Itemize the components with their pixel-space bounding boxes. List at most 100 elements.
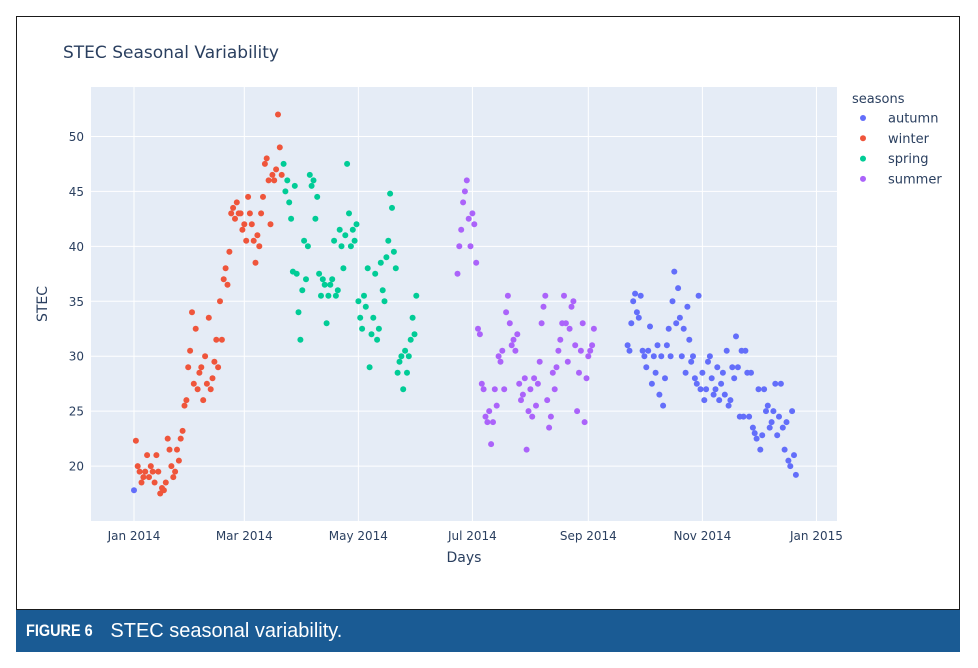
- data-point-spring: [334, 287, 341, 294]
- data-point-spring: [314, 193, 321, 200]
- data-point-autumn: [641, 353, 648, 360]
- data-point-spring: [303, 276, 309, 283]
- data-point-spring: [398, 353, 405, 360]
- data-point-summer: [495, 353, 502, 360]
- data-point-autumn: [667, 353, 674, 360]
- data-point-winter: [138, 479, 145, 486]
- data-point-summer: [568, 303, 575, 310]
- data-point-summer: [547, 413, 554, 420]
- x-tick-label: Sep 2014: [560, 529, 617, 543]
- data-point-autumn: [708, 375, 715, 382]
- data-point-summer: [534, 380, 541, 387]
- data-point-winter: [200, 397, 207, 404]
- data-point-spring: [387, 190, 394, 197]
- data-point-winter: [278, 171, 285, 178]
- data-point-autumn: [701, 397, 708, 404]
- data-point-summer: [555, 347, 562, 354]
- data-point-autumn: [742, 347, 749, 354]
- data-point-spring: [319, 276, 326, 283]
- data-point-autumn: [673, 320, 680, 327]
- data-point-spring: [312, 215, 319, 222]
- data-point-summer: [589, 342, 596, 349]
- chart-title: STEC Seasonal Variability: [63, 43, 279, 63]
- legend-label-summer: summer: [888, 172, 942, 187]
- data-point-autumn: [751, 430, 758, 437]
- data-point-winter: [220, 276, 227, 283]
- data-point-winter: [147, 463, 154, 470]
- data-point-summer: [491, 386, 498, 393]
- data-point-spring: [396, 358, 403, 365]
- data-point-spring: [381, 298, 388, 305]
- data-point-spring: [404, 369, 410, 376]
- data-point-winter: [183, 397, 190, 404]
- data-point-summer: [484, 419, 491, 426]
- data-point-autumn: [759, 432, 766, 439]
- data-point-autumn: [691, 375, 698, 382]
- data-point-winter: [260, 193, 266, 200]
- legend-marker-spring: [860, 155, 866, 162]
- data-point-winter: [174, 446, 180, 453]
- figure-label: FIGURE 6: [26, 621, 93, 640]
- data-point-autumn: [716, 397, 723, 404]
- data-point-autumn: [639, 347, 646, 354]
- data-point-winter: [256, 243, 263, 250]
- data-point-autumn: [787, 463, 794, 470]
- data-point-autumn: [714, 364, 721, 371]
- x-axis-ticks: Jan 2014 Mar 2014 May 2014 Jul 2014 Sep 2014…: [107, 529, 843, 543]
- data-point-summer: [478, 380, 485, 387]
- data-point-autumn: [680, 325, 687, 332]
- data-point-autumn: [645, 347, 652, 354]
- data-point-autumn: [772, 380, 779, 387]
- data-point-winter: [172, 468, 179, 475]
- data-point-spring: [338, 243, 345, 250]
- data-point-summer: [482, 413, 489, 420]
- x-tick-label: May 2014: [329, 529, 388, 543]
- data-point-winter: [245, 193, 252, 200]
- data-point-autumn: [746, 413, 753, 420]
- data-point-summer: [480, 386, 487, 393]
- data-point-spring: [370, 314, 377, 321]
- data-point-autumn: [632, 290, 639, 297]
- data-point-autumn: [686, 336, 693, 343]
- data-point-winter: [224, 281, 231, 288]
- scatter-chart: STEC Seasonal Variability 20 25 30 35 40 45 50…: [35, 43, 942, 566]
- data-point-spring: [413, 292, 420, 299]
- data-point-spring: [405, 353, 412, 360]
- data-point-summer: [521, 375, 528, 382]
- data-point-spring: [310, 177, 317, 184]
- data-point-summer: [508, 342, 515, 349]
- data-point-autumn: [652, 369, 659, 376]
- figure-frame: STEC Seasonal Variability 20 25 30 35 40 45 50…: [16, 16, 960, 610]
- data-point-summer: [471, 221, 478, 228]
- data-point-summer: [501, 386, 508, 393]
- data-point-autumn: [131, 487, 137, 494]
- data-point-autumn: [785, 457, 792, 464]
- data-point-spring: [344, 160, 351, 167]
- y-tick-label: 20: [69, 460, 84, 474]
- y-axis-label: STEC: [35, 286, 51, 322]
- data-point-autumn: [710, 391, 717, 398]
- data-point-winter: [168, 463, 175, 470]
- data-point-winter: [213, 336, 220, 343]
- data-point-winter: [239, 226, 246, 233]
- data-point-spring: [361, 292, 367, 299]
- data-point-summer: [490, 419, 496, 426]
- data-point-spring: [284, 177, 291, 184]
- data-point-summer: [529, 413, 536, 420]
- data-point-winter: [140, 474, 147, 481]
- y-tick-label: 35: [69, 295, 84, 309]
- data-point-winter: [198, 364, 205, 371]
- data-point-autumn: [719, 369, 726, 376]
- data-point-autumn: [676, 314, 683, 321]
- data-point-spring: [336, 226, 343, 233]
- data-point-autumn: [791, 452, 797, 459]
- data-point-autumn: [789, 408, 796, 415]
- data-point-summer: [576, 369, 582, 376]
- data-point-summer: [465, 215, 472, 222]
- data-point-spring: [407, 336, 414, 343]
- figure-caption: STEC seasonal variability.: [110, 619, 343, 642]
- data-point-autumn: [682, 369, 689, 376]
- data-point-autumn: [684, 303, 691, 310]
- data-point-summer: [454, 270, 461, 277]
- data-point-autumn: [678, 353, 685, 360]
